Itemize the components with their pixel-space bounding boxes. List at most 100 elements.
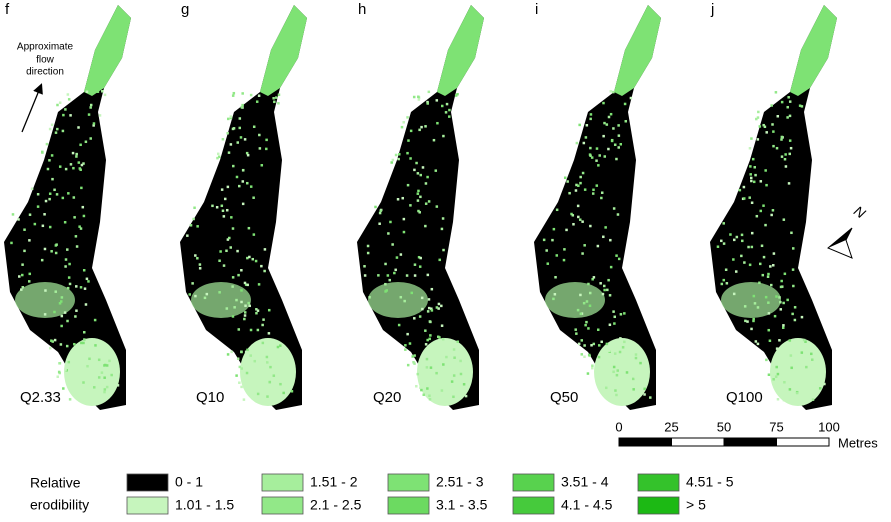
texture xyxy=(725,282,729,285)
legend-label: 3.51 - 4 xyxy=(561,474,609,490)
texture xyxy=(417,255,421,259)
texture xyxy=(783,158,787,161)
texture xyxy=(629,96,633,100)
texture xyxy=(429,366,433,369)
texture xyxy=(437,307,440,310)
texture xyxy=(263,269,266,273)
texture xyxy=(366,244,370,248)
texture xyxy=(613,352,617,355)
texture xyxy=(226,353,230,356)
texture xyxy=(607,147,610,151)
texture xyxy=(205,292,209,296)
texture xyxy=(44,289,47,292)
texture xyxy=(244,283,248,286)
texture xyxy=(587,353,591,357)
texture xyxy=(756,306,760,309)
texture xyxy=(265,355,269,359)
river-map xyxy=(710,5,837,410)
texture xyxy=(809,361,812,365)
texture xyxy=(582,141,586,145)
texture xyxy=(404,348,407,351)
texture xyxy=(63,311,67,314)
texture xyxy=(616,369,619,372)
panel-letter: f xyxy=(5,1,10,18)
texture xyxy=(570,212,573,216)
texture xyxy=(426,338,429,342)
texture xyxy=(774,91,778,94)
scale-tick-label: 50 xyxy=(717,419,731,434)
texture xyxy=(601,292,605,296)
texture xyxy=(67,276,71,279)
texture xyxy=(401,196,404,200)
texture xyxy=(267,332,271,335)
texture xyxy=(583,244,586,247)
panel-label: Q10 xyxy=(196,389,224,406)
texture xyxy=(552,297,555,301)
texture xyxy=(374,205,377,209)
texture xyxy=(612,207,616,210)
texture xyxy=(587,282,590,286)
texture xyxy=(257,94,261,97)
texture xyxy=(762,123,765,127)
texture xyxy=(587,327,590,330)
texture xyxy=(779,308,783,311)
texture xyxy=(68,398,72,401)
texture xyxy=(448,363,452,366)
texture xyxy=(193,206,196,210)
texture xyxy=(427,306,431,310)
texture xyxy=(43,313,47,316)
texture xyxy=(811,358,814,361)
texture xyxy=(240,300,243,304)
texture xyxy=(442,134,445,138)
texture xyxy=(787,96,790,99)
texture xyxy=(203,296,207,300)
texture xyxy=(749,173,752,176)
texture xyxy=(59,343,63,346)
texture xyxy=(619,337,622,340)
texture xyxy=(54,290,57,293)
legend-swatch xyxy=(387,473,430,492)
texture xyxy=(782,324,785,327)
texture xyxy=(255,311,258,315)
texture xyxy=(17,218,20,221)
flow-text: direction xyxy=(26,67,64,78)
texture xyxy=(96,90,100,93)
texture xyxy=(576,308,580,312)
texture xyxy=(243,314,247,317)
legend-swatch xyxy=(261,473,304,492)
texture xyxy=(417,95,420,99)
legend-label: 2.1 - 2.5 xyxy=(310,497,362,513)
texture xyxy=(408,342,412,345)
texture xyxy=(64,167,68,171)
texture xyxy=(228,236,231,240)
texture xyxy=(229,115,233,118)
texture xyxy=(612,365,616,369)
texture xyxy=(743,197,746,200)
texture xyxy=(82,214,86,218)
texture xyxy=(103,390,106,394)
panel-letter: h xyxy=(358,1,366,18)
texture xyxy=(226,238,230,241)
texture xyxy=(784,153,787,156)
texture xyxy=(36,205,40,208)
texture xyxy=(793,318,797,322)
texture xyxy=(40,258,44,262)
texture xyxy=(279,382,282,386)
texture xyxy=(424,329,427,332)
texture xyxy=(814,367,818,370)
texture xyxy=(241,202,245,206)
texture xyxy=(762,204,765,207)
texture xyxy=(417,98,421,101)
texture xyxy=(75,285,78,288)
texture xyxy=(607,278,610,282)
texture xyxy=(390,161,393,164)
panel-label: Q20 xyxy=(373,389,401,406)
texture xyxy=(419,256,422,260)
texture xyxy=(221,209,225,213)
north-label: N xyxy=(851,202,869,221)
texture xyxy=(581,220,584,223)
texture xyxy=(609,112,613,116)
texture xyxy=(584,323,587,327)
texture xyxy=(249,93,253,97)
texture xyxy=(767,328,770,332)
